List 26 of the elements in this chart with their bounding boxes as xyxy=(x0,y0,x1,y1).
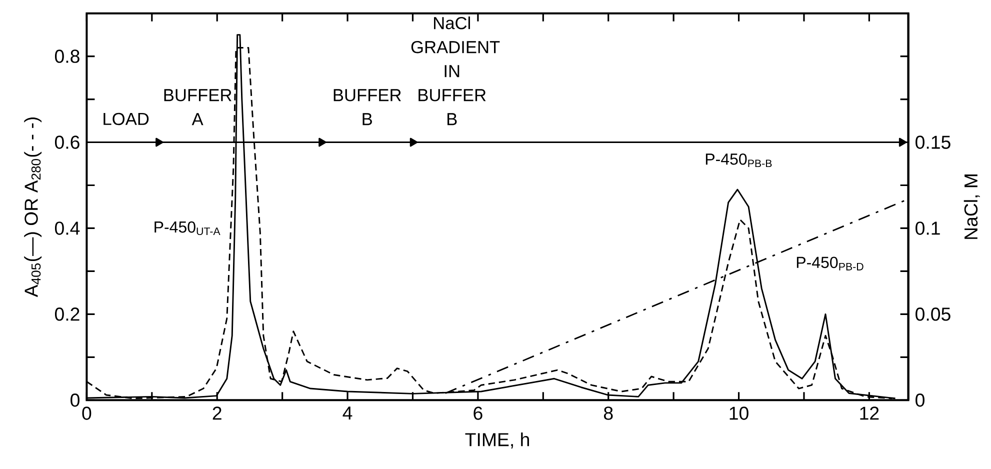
y-axis-title: A$_{405}$(—) OR A$_{280}$(- - -) xyxy=(24,117,42,297)
x-tick-label: 8 xyxy=(604,406,613,420)
y2-tick-label: 0.05 xyxy=(916,307,950,321)
y-tick-label: 0.8 xyxy=(54,49,80,63)
annotation: LOAD xyxy=(104,112,149,125)
x-axis-title: TIME, h xyxy=(465,432,529,448)
x-tick-label: 10 xyxy=(730,406,748,420)
y2-tick-label: 0.15 xyxy=(916,135,950,149)
y2-tick-label: 0 xyxy=(916,393,924,407)
x-tick-label: 12 xyxy=(860,406,879,420)
annotation: BUFFER A xyxy=(164,88,232,125)
annotation: P-450$_{PB-B}$ xyxy=(706,153,772,167)
y2-axis-title: NaCl, M xyxy=(964,174,980,239)
y-tick-label: 0.4 xyxy=(54,221,80,235)
annotation: P-450$_{UT-A}$ xyxy=(154,221,220,235)
x-tick-label: 6 xyxy=(474,406,482,420)
annotation: BUFFER B xyxy=(334,88,401,125)
y-tick-label: 0.2 xyxy=(54,307,80,321)
x-tick-label: 2 xyxy=(212,406,222,420)
y-tick-label: 0.6 xyxy=(54,135,80,149)
y-tick-label: 0 xyxy=(70,393,80,407)
annotation: NaCl GRADIENT IN BUFFER B xyxy=(411,16,500,125)
y2-tick-label: 0.1 xyxy=(916,221,940,235)
annotation: P-450$_{PB-D}$ xyxy=(796,256,864,270)
x-tick-label: 0 xyxy=(82,406,92,420)
x-tick-label: 4 xyxy=(342,406,352,420)
